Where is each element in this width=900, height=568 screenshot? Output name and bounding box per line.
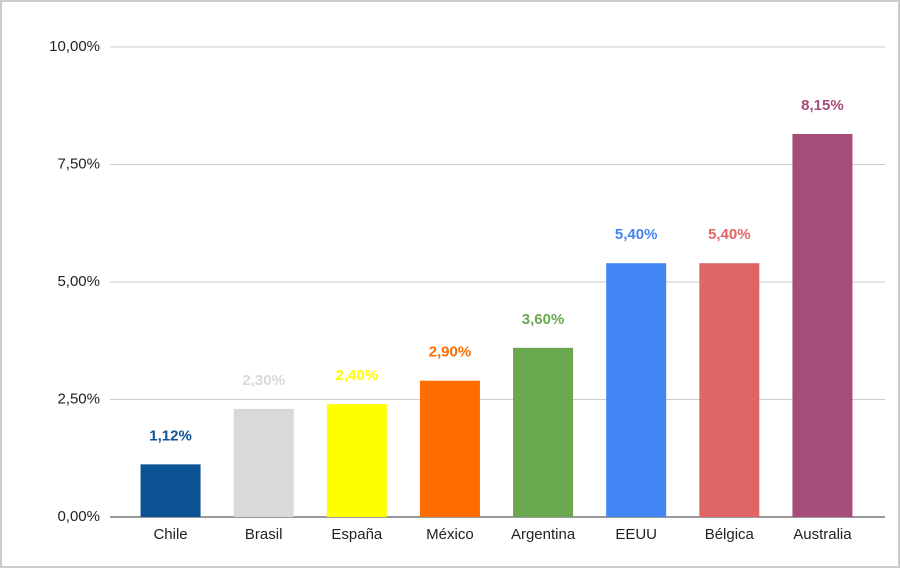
- value-label: 2,30%: [242, 372, 285, 389]
- x-tick-label: Chile: [153, 526, 187, 543]
- bar: [699, 263, 760, 517]
- bar: [419, 380, 480, 517]
- value-label: 5,40%: [708, 226, 751, 243]
- y-tick-label: 0,00%: [57, 508, 100, 525]
- y-tick-label: 2,50%: [57, 390, 100, 407]
- x-tick-label: Bélgica: [705, 526, 755, 543]
- x-tick-label: México: [426, 526, 474, 543]
- x-tick-label: Brasil: [245, 526, 283, 543]
- value-label: 5,40%: [615, 226, 658, 243]
- y-tick-label: 5,00%: [57, 273, 100, 290]
- x-tick-label: Argentina: [511, 526, 576, 543]
- x-tick-label: Australia: [793, 526, 852, 543]
- bar: [792, 133, 853, 517]
- value-label: 1,12%: [149, 427, 192, 444]
- value-label: 2,40%: [336, 367, 379, 384]
- bar: [233, 408, 294, 517]
- bar: [140, 464, 201, 517]
- bar: [513, 347, 574, 517]
- x-tick-label: España: [331, 526, 383, 543]
- y-tick-label: 10,00%: [49, 38, 100, 55]
- y-tick-label: 7,50%: [57, 155, 100, 172]
- bar: [606, 263, 667, 517]
- value-label: 2,90%: [429, 344, 472, 361]
- bar: [326, 404, 387, 517]
- x-tick-label: EEUU: [615, 526, 657, 543]
- value-label: 8,15%: [801, 97, 844, 114]
- value-label: 3,60%: [522, 311, 565, 328]
